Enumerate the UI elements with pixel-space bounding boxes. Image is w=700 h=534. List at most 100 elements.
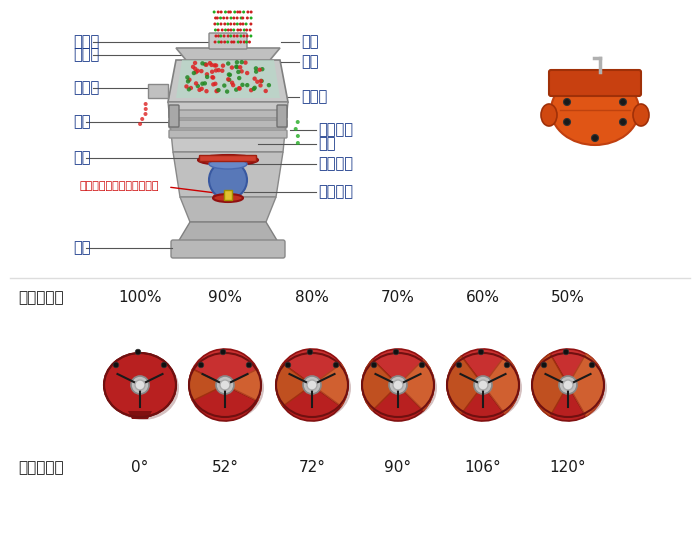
Circle shape	[113, 362, 119, 368]
Circle shape	[225, 89, 230, 94]
Circle shape	[223, 41, 226, 43]
Circle shape	[230, 17, 232, 20]
Text: 网架: 网架	[301, 54, 318, 69]
Ellipse shape	[365, 356, 437, 420]
Circle shape	[244, 60, 248, 65]
Circle shape	[204, 62, 209, 67]
Circle shape	[216, 88, 220, 93]
Circle shape	[204, 89, 209, 93]
Wedge shape	[372, 349, 434, 411]
Text: 上部重锤: 上部重锤	[318, 122, 353, 137]
Circle shape	[193, 67, 197, 71]
Circle shape	[214, 63, 218, 68]
FancyBboxPatch shape	[199, 155, 256, 161]
Circle shape	[220, 41, 223, 43]
Circle shape	[239, 35, 242, 37]
Ellipse shape	[279, 356, 351, 420]
Circle shape	[216, 22, 219, 26]
Circle shape	[211, 75, 216, 80]
Circle shape	[209, 62, 214, 67]
Circle shape	[144, 102, 148, 106]
Circle shape	[195, 84, 200, 88]
FancyBboxPatch shape	[549, 70, 641, 96]
Circle shape	[248, 28, 251, 32]
Circle shape	[213, 82, 218, 86]
Circle shape	[214, 35, 218, 37]
Circle shape	[220, 11, 223, 13]
Polygon shape	[128, 411, 152, 419]
Circle shape	[232, 35, 236, 37]
Circle shape	[216, 88, 221, 92]
Wedge shape	[362, 359, 398, 411]
Circle shape	[253, 66, 258, 70]
Circle shape	[371, 362, 377, 368]
Wedge shape	[532, 354, 586, 421]
Ellipse shape	[104, 353, 176, 417]
Circle shape	[226, 41, 229, 43]
Text: 激振力大小: 激振力大小	[18, 290, 64, 305]
Circle shape	[214, 28, 217, 32]
Circle shape	[220, 22, 223, 26]
Circle shape	[253, 85, 257, 90]
Wedge shape	[461, 349, 519, 414]
Circle shape	[220, 64, 225, 68]
Circle shape	[478, 380, 488, 390]
Wedge shape	[276, 364, 341, 421]
Circle shape	[216, 17, 219, 20]
Circle shape	[267, 83, 271, 88]
Circle shape	[210, 69, 214, 74]
Circle shape	[259, 78, 263, 83]
Text: 偏心块夹角: 偏心块夹角	[18, 460, 64, 475]
Circle shape	[217, 35, 220, 37]
Text: 束环: 束环	[73, 114, 90, 130]
Circle shape	[307, 380, 317, 390]
Circle shape	[222, 17, 225, 20]
Circle shape	[226, 22, 230, 26]
Ellipse shape	[633, 104, 649, 126]
Wedge shape	[189, 369, 225, 401]
Circle shape	[251, 87, 256, 91]
Circle shape	[192, 71, 196, 75]
Ellipse shape	[450, 356, 522, 420]
Wedge shape	[447, 356, 505, 421]
FancyBboxPatch shape	[169, 130, 287, 138]
Circle shape	[294, 127, 298, 131]
Circle shape	[222, 83, 227, 88]
Circle shape	[227, 77, 232, 82]
Circle shape	[246, 11, 249, 13]
Circle shape	[504, 362, 510, 368]
Ellipse shape	[541, 104, 557, 126]
Text: 加重块: 加重块	[301, 90, 328, 105]
Circle shape	[478, 349, 484, 355]
Circle shape	[239, 60, 244, 65]
Text: 运输用固定螺栓试机时去掉: 运输用固定螺栓试机时去掉	[80, 181, 160, 191]
Text: 72°: 72°	[298, 460, 326, 475]
Circle shape	[541, 362, 547, 368]
Text: 50%: 50%	[551, 290, 585, 305]
Circle shape	[217, 11, 220, 13]
Circle shape	[194, 81, 198, 85]
Circle shape	[389, 376, 407, 394]
Circle shape	[195, 68, 200, 73]
Circle shape	[230, 65, 234, 70]
Text: 机座: 机座	[73, 240, 90, 255]
Circle shape	[246, 17, 249, 20]
Polygon shape	[168, 60, 288, 102]
Circle shape	[240, 83, 245, 87]
Circle shape	[138, 122, 142, 126]
Circle shape	[189, 86, 193, 90]
Text: 90°: 90°	[384, 460, 412, 475]
Circle shape	[212, 63, 217, 68]
Circle shape	[214, 22, 216, 26]
Circle shape	[220, 349, 226, 355]
Wedge shape	[447, 356, 483, 414]
Text: 106°: 106°	[465, 460, 501, 475]
Text: 振动电机: 振动电机	[318, 156, 353, 171]
Text: 80%: 80%	[295, 290, 329, 305]
Circle shape	[258, 83, 262, 88]
Circle shape	[203, 62, 207, 67]
Polygon shape	[176, 48, 280, 60]
Circle shape	[239, 17, 243, 20]
Circle shape	[249, 88, 253, 92]
FancyBboxPatch shape	[169, 110, 287, 118]
